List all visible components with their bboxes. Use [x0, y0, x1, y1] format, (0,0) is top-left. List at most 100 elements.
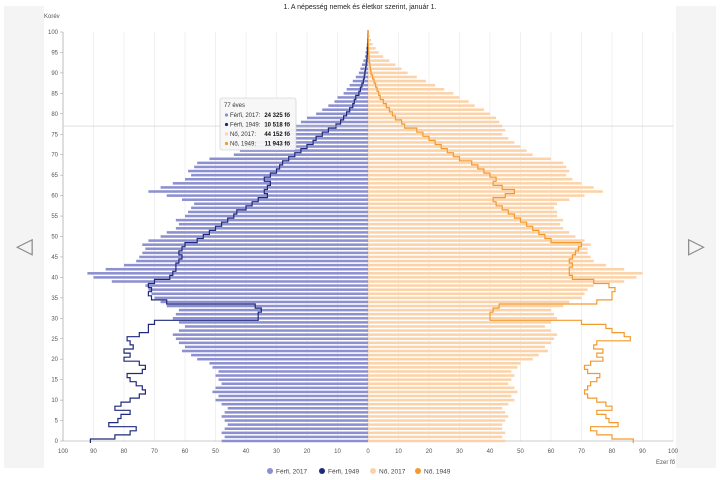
male-2017-bar: [191, 173, 368, 177]
male-2017-bar: [145, 247, 368, 251]
female-2017-bar: [368, 51, 379, 54]
female-2017-bar: [368, 108, 484, 111]
female-2017-bar: [368, 378, 512, 381]
y-tick-label: 55: [51, 214, 58, 220]
male-2017-bar: [334, 100, 368, 103]
x-tick-label: 100: [668, 449, 679, 455]
x-tick-label: 90: [90, 449, 97, 455]
male-2017-bar: [285, 128, 368, 132]
male-2017-bar: [221, 402, 368, 406]
tooltip-marker: [224, 122, 229, 127]
female-2017-bar: [368, 100, 469, 103]
male-2017-bar: [197, 357, 368, 361]
female-2017-bar: [368, 255, 591, 259]
female-2017-bar: [368, 222, 561, 226]
tooltip-title: 77 éves: [224, 103, 245, 109]
female-2017-bar: [368, 145, 521, 148]
male-2017-bar: [191, 206, 368, 210]
legend-label: Férfi, 2017: [276, 469, 307, 476]
legend-marker: [267, 468, 273, 474]
male-2017-bar: [352, 79, 368, 83]
chevron-left-icon[interactable]: ◁: [16, 234, 33, 259]
y-tick-label: 60: [51, 194, 58, 200]
chart-title: 1. A népesség nemek és életkor szerint, …: [284, 4, 437, 11]
male-2017-bar: [224, 435, 368, 439]
female-2017-bar: [368, 288, 588, 291]
female-2017-bar: [368, 79, 426, 83]
male-2017-bar: [194, 165, 368, 169]
x-tick-label: 70: [578, 449, 585, 455]
female-2017-bar: [368, 116, 497, 120]
male-1949-line: [89, 30, 369, 443]
y-tick-label: 15: [51, 378, 58, 384]
female-2017-bar: [368, 386, 515, 390]
female-2017-bar: [368, 296, 582, 300]
male-2017-bar: [148, 288, 368, 291]
previous-chart-panel[interactable]: ◁: [4, 6, 44, 468]
x-tick-label: 70: [151, 449, 158, 455]
next-chart-panel[interactable]: ▷: [676, 6, 716, 468]
male-2017-bar: [233, 153, 368, 156]
female-2017-bar: [368, 153, 533, 156]
legend-marker: [415, 468, 421, 474]
female-2017-bar: [368, 63, 396, 66]
male-2017-bar: [185, 345, 368, 349]
female-2017-bar: [368, 206, 555, 210]
x-tick-label: 80: [609, 449, 616, 455]
male-2017-bar: [191, 353, 368, 357]
female-1949-line: [367, 30, 634, 443]
tooltip-marker: [224, 141, 229, 146]
tooltip-value: 10 518 fő: [264, 123, 290, 129]
female-2017-bar: [368, 96, 460, 99]
female-2017-bar: [368, 317, 558, 320]
tooltip-label: Nő, 1949:: [230, 142, 256, 148]
ticks-group: 100 90 80 70 60 50 40 30 20 10 0 10 20 30 40 50 60 70 80 90…: [48, 30, 679, 455]
male-2017-bar: [124, 263, 368, 267]
female-2017-bar: [368, 390, 518, 394]
lines-group: [63, 30, 673, 443]
male-2017-bar: [307, 116, 368, 120]
female-2017-bar: [368, 341, 551, 345]
male-2017-bar: [188, 210, 368, 214]
male-2017-bar: [221, 439, 368, 443]
female-2017-bar: [368, 75, 417, 79]
female-2017-bar: [368, 398, 515, 402]
female-2017-bar: [368, 34, 370, 38]
x-tick-label: 90: [639, 449, 646, 455]
female-2017-bar: [368, 128, 506, 132]
male-2017-bar: [181, 198, 368, 201]
female-2017-bar: [368, 263, 606, 267]
female-2017-bar: [368, 402, 509, 406]
female-2017-bar: [368, 43, 373, 46]
female-2017-bar: [368, 214, 558, 218]
male-2017-bar: [105, 267, 368, 271]
female-2017-bar: [368, 439, 506, 443]
female-2017-bar: [368, 312, 555, 316]
female-2017-bar: [368, 120, 500, 124]
male-2017-bar: [181, 349, 368, 353]
male-2017-bar: [300, 120, 368, 124]
female-2017-bar: [368, 259, 594, 263]
x-tick-label: 40: [243, 449, 250, 455]
female-2017-bar: [368, 47, 376, 50]
male-2017-bar: [218, 394, 368, 398]
tooltip-label: Férfi, 2017:: [230, 113, 261, 119]
male-2017-bar: [151, 292, 368, 296]
y-tick-label: 40: [51, 275, 58, 281]
x-tick-label: 60: [548, 449, 555, 455]
male-2017-bar: [111, 280, 369, 283]
male-2017-bar: [212, 366, 368, 369]
female-2017-bar: [368, 427, 503, 430]
female-2017-bar: [368, 411, 506, 414]
chevron-right-icon[interactable]: ▷: [688, 234, 705, 259]
female-2017-bar: [368, 218, 564, 222]
male-2017-bar: [160, 186, 368, 189]
female-2017-bar: [368, 112, 490, 116]
male-2017-bar: [185, 214, 368, 218]
female-2017-bar: [368, 357, 533, 361]
male-2017-bar: [218, 378, 368, 381]
male-2017-bar: [172, 333, 368, 336]
female-2017-bar: [368, 165, 567, 169]
male-2017-bar: [178, 329, 368, 332]
female-2017-bar: [368, 407, 503, 410]
